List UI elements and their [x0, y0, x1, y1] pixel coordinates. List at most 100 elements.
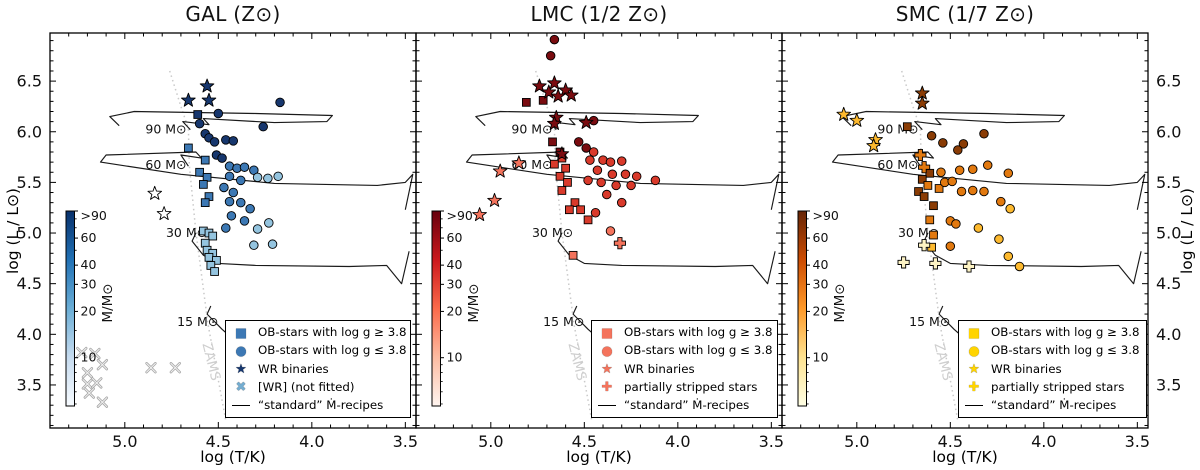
track-t90	[475, 110, 699, 131]
mass-label: 15 M⊙	[543, 314, 584, 329]
colorbar-tick-label: 40	[813, 257, 829, 272]
x-tick-label: 3.5	[393, 432, 418, 451]
x-tick-label: 5.0	[844, 432, 869, 451]
x-tick-label: 3.5	[1125, 432, 1150, 451]
y-tick-label-left: 6.0	[17, 122, 42, 141]
legend-item-label: OB-stars with log g ≥ 3.8	[624, 325, 773, 340]
x-tick-label: 4.5	[938, 432, 963, 451]
legend-item-star: ★ WR binaries	[965, 363, 1142, 376]
legend-item-plus: ✚ partially stripped stars	[965, 381, 1142, 394]
mass-label: 30 M⊙	[532, 225, 573, 240]
series-square	[902, 122, 944, 252]
y-tick-label-right: 4.5	[1156, 274, 1181, 293]
legend-lmc: ■ OB-stars with log g ≥ 3.8 ● OB-stars with…	[591, 320, 778, 418]
legend-item-square: ■ OB-stars with log g ≥ 3.8	[965, 325, 1142, 341]
colorbar-tick-label: >90	[81, 208, 107, 223]
mass-label: 15 M⊙	[177, 314, 218, 329]
legend-item-label: OB-stars with log g ≤ 3.8	[991, 343, 1140, 358]
colorbar-lmc: >90 60 40 30 20 10 M/M⊙	[431, 208, 482, 407]
track-t30	[191, 232, 410, 285]
x-tick-label: 5.0	[478, 432, 503, 451]
legend-item-circle: ● OB-stars with log g ≤ 3.8	[598, 345, 773, 358]
colorbar-tick-label: 30	[447, 276, 463, 291]
series-xmark	[76, 346, 182, 408]
legend-item-line: “standard” Ṁ-recipes	[232, 397, 406, 412]
legend-item-line: “standard” Ṁ-recipes	[598, 397, 773, 412]
colorbar-gal: >90 60 40 30 20 10 M/M⊙	[65, 208, 116, 407]
mass-label: 90 M⊙	[877, 122, 918, 137]
colorbar-tick-label: >90	[813, 208, 839, 223]
mass-label: 15 M⊙	[909, 314, 950, 329]
series-star	[836, 85, 930, 153]
colorbar-tick-label: 30	[81, 276, 97, 291]
square-icon: ■	[600, 325, 614, 341]
mass-label: 30 M⊙	[166, 225, 207, 240]
colorbar-tick-label: 20	[81, 303, 97, 318]
x-tick-label: 4.0	[665, 432, 690, 451]
legend-gal: ■ OB-stars with log g ≥ 3.8 ● OB-stars with…	[225, 320, 411, 418]
colorbar-tick-label: 40	[447, 257, 463, 272]
colorbar-tick-label: >90	[447, 208, 473, 223]
plus-icon: ✚	[968, 380, 980, 396]
x-tick-label: 3.5	[759, 432, 784, 451]
legend-item-label: OB-stars with log g ≥ 3.8	[258, 325, 407, 340]
legend-item-label: WR binaries	[258, 361, 329, 376]
legend-item-label: “standard” Ṁ-recipes	[624, 397, 750, 412]
colorbar-axis-label: M/M⊙	[832, 283, 848, 322]
colorbar-tick-label: 40	[81, 257, 97, 272]
track-t60	[831, 151, 1146, 210]
mass-label: 60 M⊙	[877, 157, 918, 172]
legend-item-label: partially stripped stars	[624, 379, 758, 394]
x-axis-label-lmc: log (T/K)	[566, 448, 632, 466]
y-tick-label-left: 5.5	[17, 173, 42, 192]
legend-item-star: ★ WR binaries	[598, 363, 773, 376]
legend-item-label: OB-stars with log g ≤ 3.8	[258, 343, 407, 358]
legend-item-label: OB-stars with log g ≥ 3.8	[991, 325, 1140, 340]
legend-item-label: [WR] (not fitted)	[258, 379, 355, 394]
x-tick-label: 4.0	[299, 432, 324, 451]
colorbar-tick-label: 20	[447, 303, 463, 318]
colorbar-tick-label: 20	[813, 303, 829, 318]
series-square	[184, 110, 221, 276]
line-icon	[965, 405, 983, 407]
series-circle	[194, 97, 285, 250]
series-star	[472, 75, 594, 222]
x-axis-label-gal: log (T/K)	[200, 448, 266, 466]
colorbar-tick-label: 10	[81, 350, 97, 365]
series-star	[147, 78, 217, 221]
x-tick-label: 5.0	[112, 432, 137, 451]
star-icon: ★	[235, 362, 247, 378]
zams-label: ZAMS	[565, 341, 590, 382]
y-tick-label-right: 4.0	[1156, 325, 1181, 344]
y-tick-label-left: 3.5	[17, 375, 42, 394]
line-icon	[598, 405, 616, 407]
mass-label: 30 M⊙	[898, 225, 939, 240]
zams-label: ZAMS	[931, 341, 956, 382]
colorbar-tick-label: 60	[81, 230, 97, 245]
star-icon: ★	[601, 362, 613, 378]
y-axis-label-left: log (L / L⊙)	[4, 188, 22, 274]
legend-item-label: “standard” Ṁ-recipes	[258, 397, 384, 412]
series-plus	[897, 148, 976, 273]
track-t30	[557, 232, 776, 285]
colorbar-tick-label: 60	[447, 230, 463, 245]
legend-item-line: “standard” Ṁ-recipes	[965, 399, 1142, 412]
track-t60	[99, 151, 414, 210]
y-tick-label-right: 5.5	[1156, 173, 1181, 192]
colorbar-axis-label: M/M⊙	[466, 283, 482, 322]
y-tick-label-right: 6.5	[1156, 72, 1181, 91]
zams-label: ZAMS	[199, 341, 224, 382]
panel-smc-axes: 5.0 4.5 4.0 3.5	[781, 32, 1150, 451]
mass-label: 90 M⊙	[511, 122, 552, 137]
star-icon: ★	[968, 362, 980, 378]
panel-title-smc: SMC (1/7 Z⊙)	[895, 2, 1035, 26]
track-t30	[923, 232, 1142, 285]
y-axis-label-right: log (L / L⊙)	[1178, 188, 1196, 274]
legend-item-label: OB-stars with log g ≤ 3.8	[624, 343, 773, 358]
x-tick-label: 4.5	[206, 432, 231, 451]
legend-item-square: ■ OB-stars with log g ≥ 3.8	[598, 325, 773, 341]
square-icon: ■	[967, 325, 981, 341]
mass-label: 60 M⊙	[145, 157, 186, 172]
